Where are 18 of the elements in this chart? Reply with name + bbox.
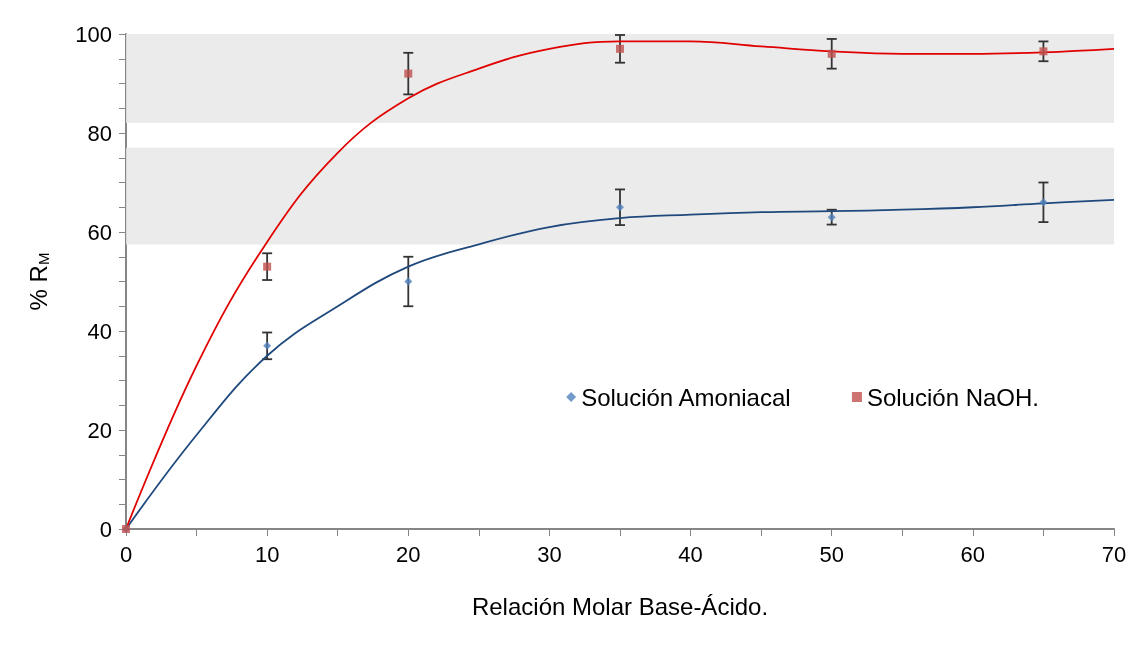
y-tick-label: 60: [87, 219, 112, 245]
x-tick-label: 0: [119, 541, 133, 567]
y-tick-label: 0: [99, 516, 112, 542]
x-tick-label: 60: [960, 541, 986, 567]
legend-label: Solución Amoniacal: [581, 383, 791, 411]
x-tick-label: 30: [537, 541, 562, 567]
y-axis-title: % RM: [25, 252, 52, 311]
y-tick-label: 20: [87, 417, 112, 443]
y-tick-label: 100: [75, 21, 112, 47]
x-tick-label: 40: [678, 541, 703, 567]
x-tick-label: 70: [1101, 541, 1127, 567]
y-tick-label: 80: [87, 120, 112, 146]
x-tick-label: 20: [396, 541, 421, 567]
x-tick-label: 50: [819, 541, 844, 567]
x-axis-title: Relación Molar Base-Ácido.: [471, 592, 769, 620]
y-tick-label: 40: [87, 318, 112, 344]
x-tick-label: 10: [254, 541, 280, 567]
legend-label: Solución NaOH.: [866, 383, 1039, 411]
